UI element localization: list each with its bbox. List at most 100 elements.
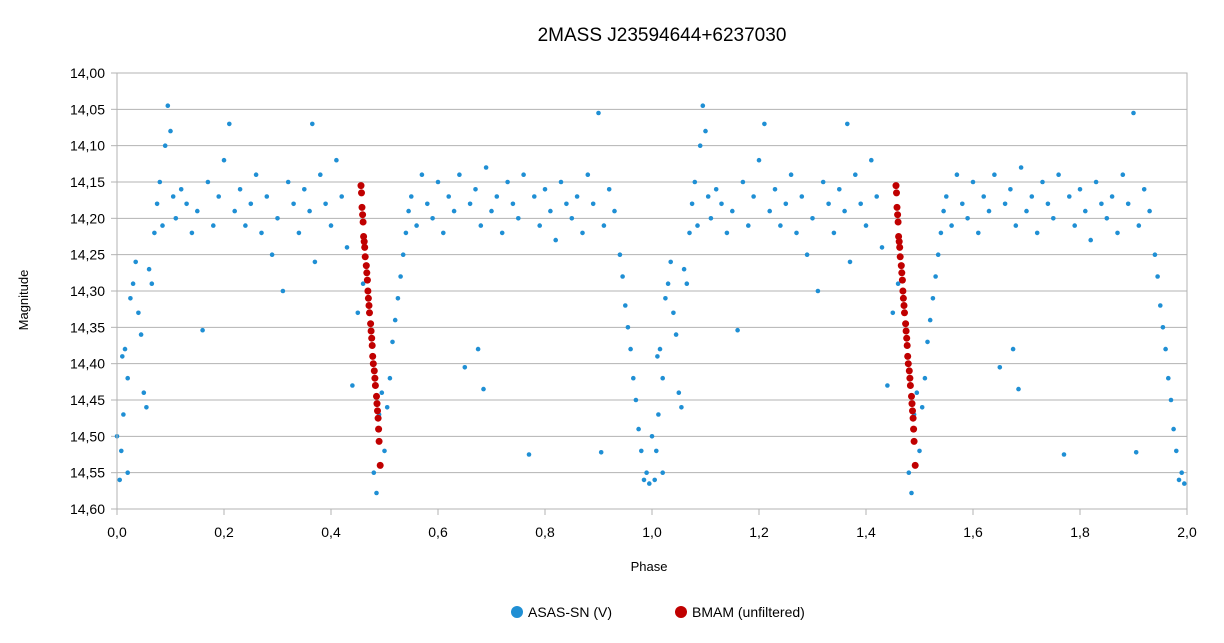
data-point-asas-sn [909,490,914,496]
x-tick-label: 1,8 [1070,524,1090,540]
data-point-asas-sn [146,266,152,272]
data-point-asas-sn [1104,216,1110,221]
y-tick-label: 14,00 [70,65,105,81]
data-point-bmam [366,309,373,317]
data-point-bmam [368,342,376,349]
data-point-bmam [359,218,367,226]
data-point-asas-sn [1067,194,1072,199]
data-point-asas-sn [435,179,441,185]
data-point-asas-sn [1125,201,1131,207]
data-point-asas-sn [1141,187,1147,192]
data-point-asas-sn [1136,223,1142,228]
data-point-asas-sn [874,194,879,199]
data-point-asas-sn [981,194,986,199]
data-point-asas-sn [542,187,548,192]
data-point-asas-sn [585,172,591,177]
data-point-asas-sn [494,194,500,199]
data-point-asas-sn [845,121,850,127]
data-point-asas-sn [997,365,1003,370]
data-point-asas-sn [467,201,473,207]
data-point-asas-sn [483,165,489,170]
data-point-bmam [909,407,916,415]
data-point-asas-sn [778,223,783,228]
data-point-asas-sn [154,201,160,207]
data-point-asas-sn [930,296,936,301]
data-point-asas-sn [960,201,965,207]
data-point-bmam [894,211,902,219]
x-tick-label: 1,2 [749,524,769,540]
data-point-asas-sn [269,252,275,257]
data-point-bmam [908,392,915,400]
data-point-asas-sn [360,281,366,287]
data-point-bmam [373,392,380,400]
data-point-asas-sn [751,194,756,199]
data-point-asas-sn [350,383,355,388]
data-point-bmam [363,269,371,277]
data-point-asas-sn [296,230,302,236]
data-point-bmam [893,189,900,197]
data-point-asas-sn [652,477,657,483]
data-point-asas-sn [371,470,377,476]
data-point-bmam [903,334,911,342]
data-point-bmam [911,461,919,469]
data-point-asas-sn [481,386,486,392]
data-point-asas-sn [679,405,684,410]
data-point-asas-sn [783,201,789,207]
data-point-asas-sn [935,252,941,257]
data-point-asas-sn [285,179,291,185]
data-point-asas-sn [130,281,136,287]
data-point-bmam [367,327,375,335]
data-point-bmam [894,218,902,226]
data-point-asas-sn [837,187,842,192]
data-point-asas-sn [323,201,328,207]
data-point-asas-sn [184,201,189,207]
data-point-bmam [895,233,903,240]
data-point-asas-sn [788,172,794,177]
data-point-asas-sn [925,339,930,345]
data-point-asas-sn [689,201,695,207]
data-point-asas-sn [232,208,237,214]
data-point-bmam [892,182,900,190]
data-point-asas-sn [633,397,639,403]
data-point-asas-sn [668,259,673,265]
data-point-asas-sn [211,223,216,228]
data-point-asas-sn [842,208,847,214]
data-point-asas-sn [516,216,521,221]
data-point-asas-sn [895,281,901,287]
data-point-asas-sn [917,448,922,454]
data-point-asas-sn [462,365,468,370]
data-point-bmam [903,342,911,349]
data-point-asas-sn [697,143,703,148]
y-tick-label: 14,05 [70,101,105,117]
data-point-asas-sn [1077,187,1083,192]
data-point-asas-sn [400,252,406,257]
y-tick-label: 14,30 [70,283,105,299]
data-point-asas-sn [885,383,890,388]
data-point-asas-sn [922,375,928,381]
data-point-asas-sn [933,274,938,279]
data-point-asas-sn [826,201,831,207]
data-point-asas-sn [1024,208,1029,214]
data-point-asas-sn [641,477,647,483]
y-tick-label: 14,15 [70,174,105,190]
data-point-asas-sn [810,216,815,221]
data-point-asas-sn [644,470,649,476]
data-point-asas-sn [639,448,644,454]
data-point-asas-sn [746,223,751,228]
data-point-bmam [376,461,384,469]
data-point-bmam [361,253,369,261]
x-tick-label: 0,2 [214,524,234,540]
data-point-bmam [371,382,379,389]
data-point-bmam [904,360,912,368]
data-point-asas-sn [307,208,312,214]
data-point-asas-sn [1176,477,1182,483]
data-point-asas-sn [521,172,526,177]
data-point-asas-sn [676,390,682,396]
data-point-asas-sn [275,216,280,221]
data-point-asas-sn [406,208,411,214]
data-point-asas-sn [762,121,767,127]
data-point-asas-sn [869,157,874,163]
data-point-asas-sn [136,310,141,316]
data-point-bmam [905,367,913,375]
data-point-asas-sn [553,237,558,243]
